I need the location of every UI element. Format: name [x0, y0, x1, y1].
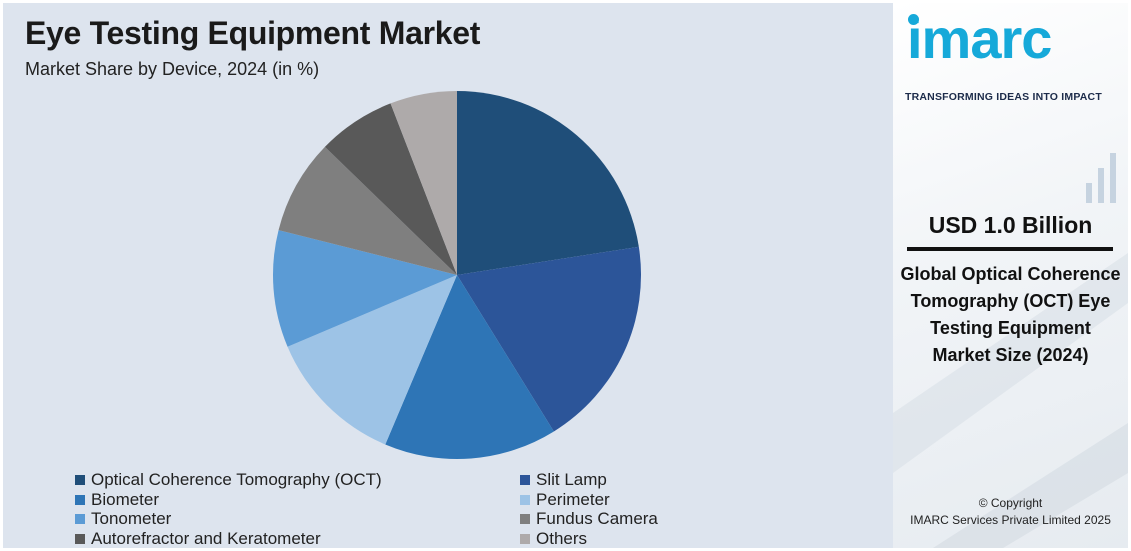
pie-slice-5: [278, 146, 457, 275]
sidebar-panel: imarc TRANSFORMING IDEAS INTO IMPACT USD…: [893, 3, 1128, 548]
legend-swatch: [75, 534, 85, 545]
divider: [907, 247, 1113, 251]
legend-swatch: [520, 514, 530, 525]
legend-label: Biometer: [91, 489, 160, 509]
legend-item: Biometer: [75, 490, 159, 510]
legend-item: Optical Coherence Tomography (OCT): [75, 470, 382, 490]
pie-chart: [273, 91, 641, 460]
copyright-line: © Copyright: [978, 496, 1043, 510]
copyright-owner: IMARC Services Private Limited 2025: [910, 513, 1111, 527]
pie-slice-0: [457, 91, 639, 275]
pie-slice-7: [390, 91, 457, 275]
legend-item: Slit Lamp: [520, 470, 607, 490]
pie-slice-1: [457, 246, 641, 432]
legend-label: Perimeter: [536, 489, 610, 509]
legend-item: Perimeter: [520, 490, 610, 510]
background-decoration: [893, 153, 1128, 548]
logo-dot-icon: [908, 14, 919, 25]
legend-item: Tonometer: [75, 509, 171, 529]
market-size-value: USD 1.0 Billion: [928, 212, 1093, 238]
pie-slice-4: [273, 230, 457, 347]
legend-swatch: [75, 494, 85, 505]
legend-label: Slit Lamp: [536, 470, 607, 489]
legend-label: Tonometer: [91, 509, 172, 529]
legend-item: Autorefractor and Keratometer: [75, 529, 321, 549]
legend-label: Others: [536, 529, 588, 549]
legend-label: Optical Coherence Tomography (OCT): [91, 470, 382, 489]
imarc-logo: imarc: [907, 7, 1052, 70]
pie-slice-3: [287, 275, 457, 445]
pie-slice-6: [324, 103, 457, 276]
chart-title: Eye Testing Equipment Market: [25, 15, 481, 51]
legend-swatch: [520, 475, 530, 485]
legend-item: Fundus Camera: [520, 509, 658, 529]
legend-swatch: [520, 534, 530, 545]
legend-swatch: [520, 494, 530, 505]
market-size-description: Global Optical Coherence Tomography (OCT…: [900, 264, 1121, 365]
legend-item: Others: [520, 529, 587, 549]
legend-swatch: [75, 475, 85, 485]
logo-tagline: TRANSFORMING IDEAS INTO IMPACT: [905, 91, 1102, 103]
chart-subtitle: Market Share by Device, 2024 (in %): [25, 59, 320, 79]
legend-label: Fundus Camera: [536, 509, 658, 529]
chart-panel: Eye Testing Equipment Market Market Shar…: [3, 3, 893, 548]
pie-slice-2: [385, 275, 554, 460]
legend-label: Autorefractor and Keratometer: [91, 529, 321, 549]
legend-swatch: [75, 514, 85, 525]
